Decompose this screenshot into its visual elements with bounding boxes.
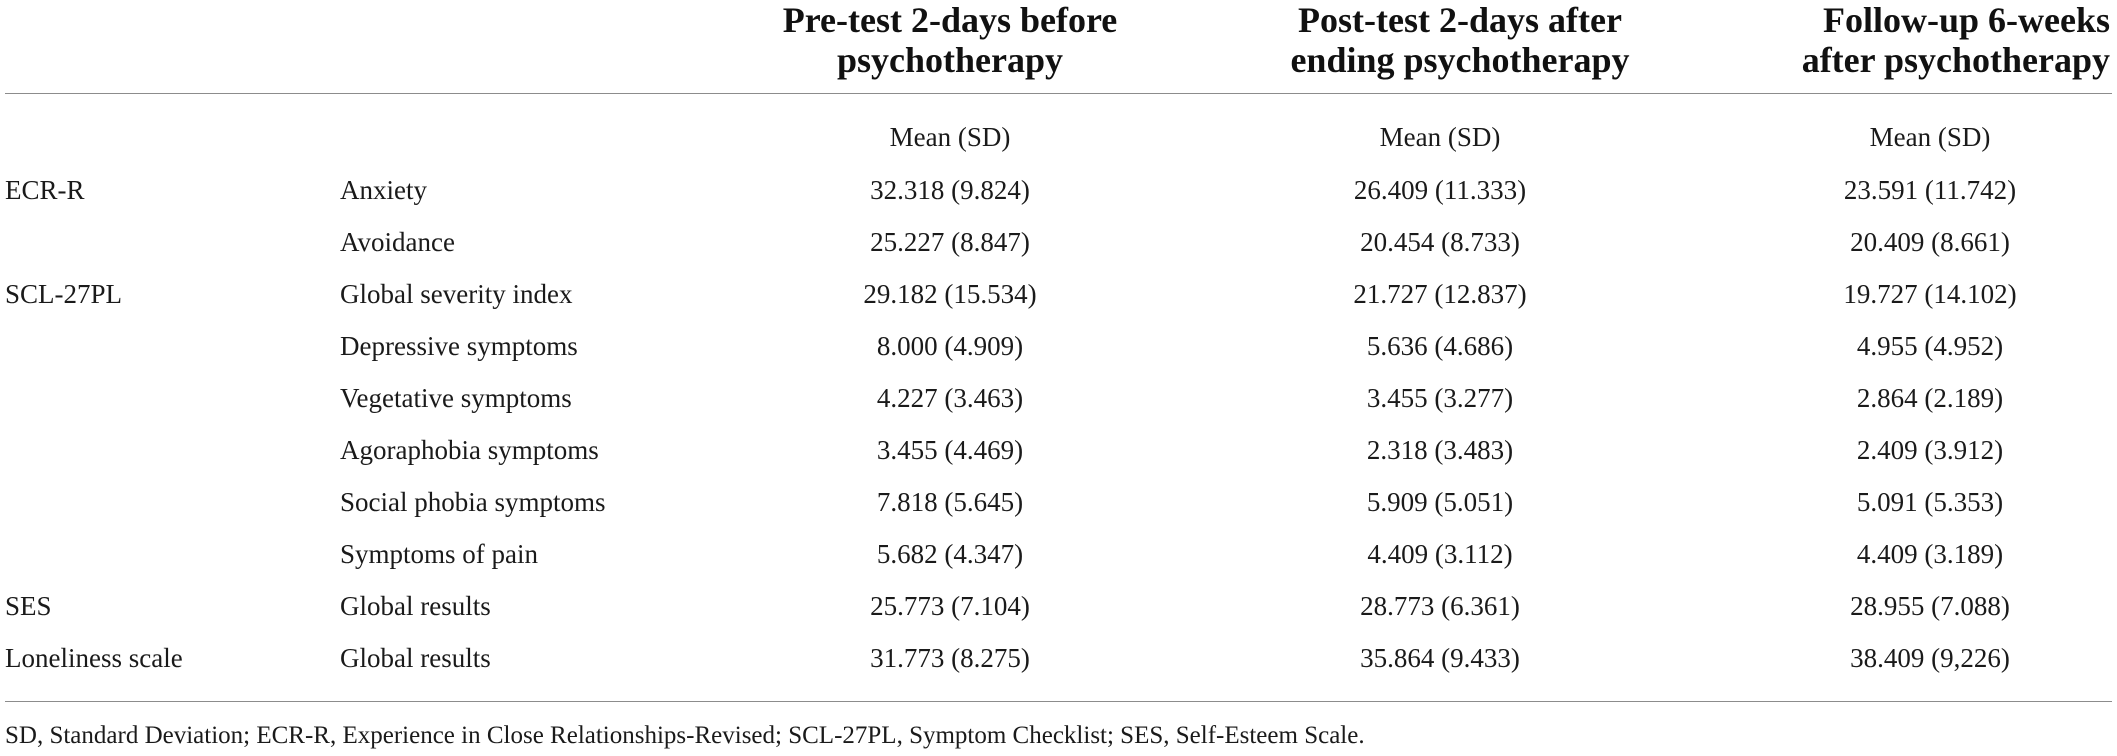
column-header-post-test-line-1: Post-test 2-days after xyxy=(1298,0,1622,40)
subscale-cell: Global results xyxy=(340,643,491,673)
subscale-cell: Global severity index xyxy=(340,279,573,309)
column-header-follow-up-line-2: after psychotherapy xyxy=(1801,40,2110,80)
subscale-cell: Vegetative symptoms xyxy=(340,383,572,413)
follow-up-value: 19.727 (14.102) xyxy=(1843,279,2017,309)
footer-divider xyxy=(5,701,2112,702)
table-row: ECR-R Anxiety 32.318 (9.824) 26.409 (11.… xyxy=(0,164,2117,216)
subheader-mean-sd-pre: Mean (SD) xyxy=(889,122,1011,152)
column-header-post-test-line-2: ending psychotherapy xyxy=(1290,40,1630,80)
table-row: Symptoms of pain 5.682 (4.347) 4.409 (3.… xyxy=(0,528,2117,580)
instrument-cell: ECR-R xyxy=(5,175,85,205)
post-test-value: 35.864 (9.433) xyxy=(1360,643,1520,673)
follow-up-value: 28.955 (7.088) xyxy=(1850,591,2010,621)
table-row: Avoidance 25.227 (8.847) 20.454 (8.733) … xyxy=(0,216,2117,268)
post-test-value: 5.909 (5.051) xyxy=(1366,487,1514,517)
header-divider xyxy=(5,93,2112,94)
pre-test-value: 32.318 (9.824) xyxy=(870,175,1030,205)
post-test-value: 2.318 (3.483) xyxy=(1366,435,1514,465)
table-footnote: SD, Standard Deviation; ECR-R, Experienc… xyxy=(5,722,1365,749)
pre-test-value: 3.455 (4.469) xyxy=(876,435,1024,465)
instrument-cell: SES xyxy=(5,591,52,621)
column-header-pre-test: Pre-test 2-days before psychotherapy xyxy=(760,0,1140,80)
follow-up-value: 23.591 (11.742) xyxy=(1843,175,2017,205)
subheader-mean-sd-follow-up: Mean (SD) xyxy=(1869,122,1991,152)
post-test-value: 21.727 (12.837) xyxy=(1353,279,1527,309)
follow-up-value: 5.091 (5.353) xyxy=(1856,487,2004,517)
subscale-cell: Depressive symptoms xyxy=(340,331,578,361)
table-row: Agoraphobia symptoms 3.455 (4.469) 2.318… xyxy=(0,424,2117,476)
column-header-pre-test-line-2: psychotherapy xyxy=(836,40,1064,80)
post-test-value: 26.409 (11.333) xyxy=(1353,175,1527,205)
subscale-cell: Global results xyxy=(340,591,491,621)
pre-test-value: 31.773 (8.275) xyxy=(870,643,1030,673)
column-header-follow-up: Follow-up 6-weeks after psychotherapy xyxy=(1740,0,2110,80)
instrument-cell: Loneliness scale xyxy=(5,643,183,673)
subheader-mean-sd-post: Mean (SD) xyxy=(1379,122,1501,152)
table-row: Depressive symptoms 8.000 (4.909) 5.636 … xyxy=(0,320,2117,372)
post-test-value: 28.773 (6.361) xyxy=(1360,591,1520,621)
pre-test-value: 8.000 (4.909) xyxy=(876,331,1024,361)
subscale-cell: Agoraphobia symptoms xyxy=(340,435,599,465)
post-test-value: 4.409 (3.112) xyxy=(1367,539,1513,569)
follow-up-value: 4.955 (4.952) xyxy=(1856,331,2004,361)
pre-test-value: 25.773 (7.104) xyxy=(870,591,1030,621)
follow-up-value: 2.409 (3.912) xyxy=(1856,435,2004,465)
pre-test-value: 29.182 (15.534) xyxy=(863,279,1037,309)
table-row: Loneliness scale Global results 31.773 (… xyxy=(0,632,2117,684)
column-header-pre-test-line-1: Pre-test 2-days before xyxy=(782,0,1118,40)
pre-test-value: 25.227 (8.847) xyxy=(870,227,1030,257)
column-header-follow-up-line-1: Follow-up 6-weeks xyxy=(1823,0,2110,40)
column-header-post-test: Post-test 2-days after ending psychother… xyxy=(1250,0,1670,80)
subscale-cell: Anxiety xyxy=(340,175,427,205)
pre-test-value: 4.227 (3.463) xyxy=(876,383,1024,413)
table-row: SES Global results 25.773 (7.104) 28.773… xyxy=(0,580,2117,632)
follow-up-value: 2.864 (2.189) xyxy=(1856,383,2004,413)
follow-up-value: 38.409 (9,226) xyxy=(1850,643,2010,673)
subheader-row: Mean (SD) Mean (SD) Mean (SD) xyxy=(0,111,2117,163)
subscale-cell: Symptoms of pain xyxy=(340,539,539,569)
instrument-cell: SCL-27PL xyxy=(5,279,123,309)
follow-up-value: 20.409 (8.661) xyxy=(1850,227,2010,257)
subscale-cell: Avoidance xyxy=(340,227,455,257)
table-row: Vegetative symptoms 4.227 (3.463) 3.455 … xyxy=(0,372,2117,424)
post-test-value: 3.455 (3.277) xyxy=(1366,383,1514,413)
table-row: SCL-27PL Global severity index 29.182 (1… xyxy=(0,268,2117,320)
post-test-value: 20.454 (8.733) xyxy=(1360,227,1520,257)
pre-test-value: 7.818 (5.645) xyxy=(876,487,1024,517)
post-test-value: 5.636 (4.686) xyxy=(1366,331,1514,361)
follow-up-value: 4.409 (3.189) xyxy=(1856,539,2004,569)
table-row: Social phobia symptoms 7.818 (5.645) 5.9… xyxy=(0,476,2117,528)
pre-test-value: 5.682 (4.347) xyxy=(876,539,1024,569)
subscale-cell: Social phobia symptoms xyxy=(340,487,606,517)
